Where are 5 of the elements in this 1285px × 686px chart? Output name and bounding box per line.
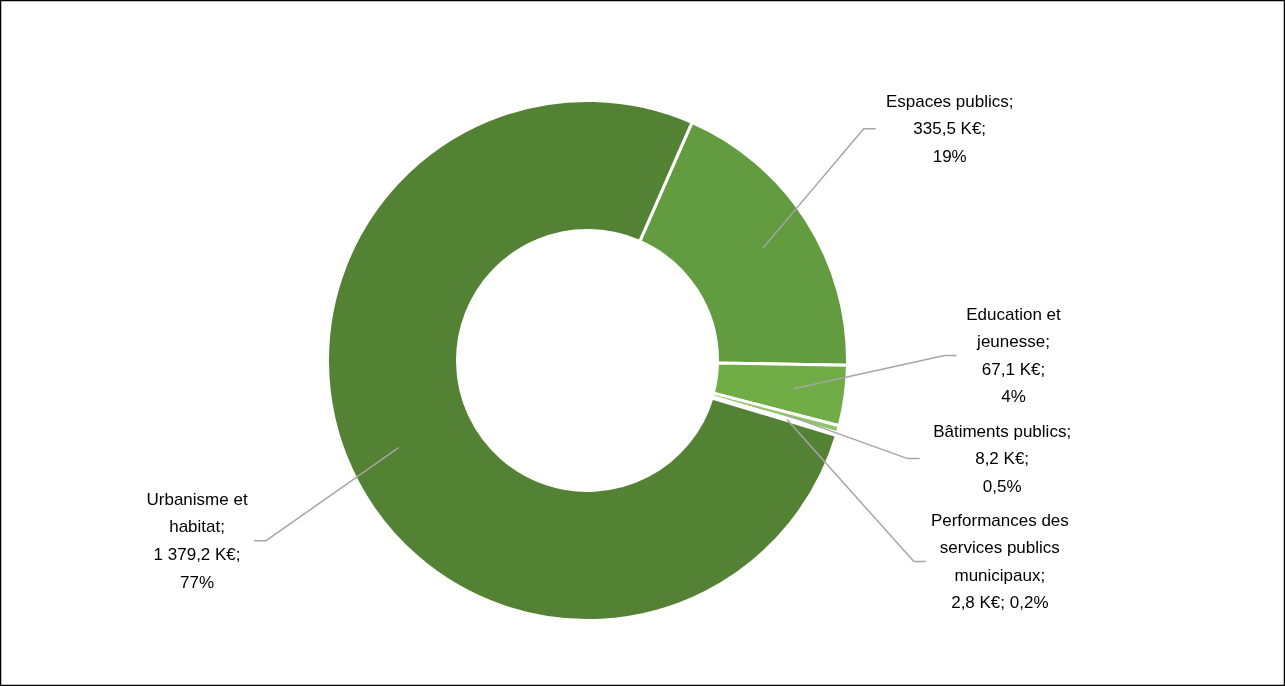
slice-label: Education et jeunesse; 67,1 K€; 4% [966,304,1062,407]
slice-label: Espaces publics; 335,5 K€; 19% [885,91,1014,166]
slice-label: Performances des services publics municipaux; 2,8 K€; 0,2% [930,510,1069,613]
slice-label: Bâtiments publics; 8,2 K€; 0,5% [933,421,1072,496]
slice-label: Urbanisme et habitat; 1 379,2 K€; 77% [146,489,248,592]
